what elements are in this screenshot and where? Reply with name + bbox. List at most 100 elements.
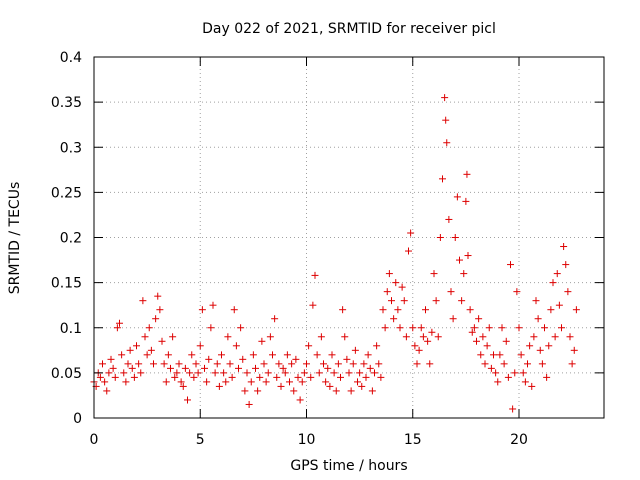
data-point [524,360,531,368]
data-point [156,306,164,314]
data-point [226,360,234,368]
data-point [441,94,449,102]
x-tick-label: 10 [298,432,316,448]
data-point [468,328,476,336]
data-point [541,324,548,332]
data-point [118,351,126,359]
data-point [498,324,506,332]
data-point [279,364,287,372]
data-point [407,229,415,237]
data-point [252,364,259,372]
data-point [99,360,106,368]
data-point [536,346,544,354]
data-point [351,346,359,354]
data-point [122,378,130,386]
data-point [496,351,504,359]
data-point [203,378,211,386]
data-point [150,360,157,368]
data-point [213,360,221,368]
data-point [356,369,364,377]
data-point [101,378,109,386]
data-point [167,364,174,372]
data-point [184,396,191,404]
data-point [283,351,291,359]
x-tick-label: 20 [510,432,528,448]
data-point [417,324,425,332]
data-point [364,351,372,359]
data-point [466,306,474,314]
data-point [388,297,395,305]
data-point [572,306,580,314]
data-point [507,261,514,269]
data-point [485,324,493,332]
chart-title: Day 022 of 2021, SRMTID for receiver pic… [202,21,496,37]
data-point [453,193,461,201]
axis-ticks: 0 0.05 0.1 0.15 0.2 0.25 0.3 0.35 0.4 0 5 10 15 20 [51,50,604,448]
data-point [320,360,327,368]
data-point [243,369,251,377]
data-point [447,288,455,296]
data-point [247,378,255,386]
data-point [487,364,495,372]
data-point [317,333,325,341]
x-axis-label: GPS time / hours [290,458,407,474]
data-point [458,297,466,305]
y-tick-label: 0.4 [60,50,82,66]
data-point [288,360,296,368]
data-point [164,351,172,359]
y-tick-label: 0.3 [60,140,82,156]
data-point [177,378,185,386]
data-point [147,346,155,354]
data-point [96,373,104,381]
data-point [405,247,412,255]
data-point [470,324,478,332]
data-point [215,382,223,390]
data-point [398,283,406,291]
data-point [218,351,225,359]
data-points [90,94,580,413]
data-point [194,369,202,377]
data-point [341,333,349,341]
data-point [392,279,400,287]
data-point [120,369,128,377]
data-point [428,328,436,336]
data-point [426,360,434,368]
data-point [394,306,402,314]
data-point [190,373,198,381]
data-point [343,355,351,363]
data-point [235,364,242,372]
data-point [511,369,519,377]
data-point [339,306,347,314]
data-point [198,306,206,314]
data-point [519,369,527,377]
data-point [237,324,245,332]
data-point [111,373,119,381]
data-point [551,333,559,341]
data-point [424,337,432,345]
data-point [245,400,253,408]
data-point [254,387,262,395]
data-point [368,387,376,395]
data-point [373,342,381,350]
data-point [400,297,408,305]
data-point [303,360,310,368]
data-point [116,319,123,327]
data-point [362,373,370,381]
data-point [292,355,300,363]
data-point [570,346,578,354]
data-point [207,324,215,332]
data-point [135,360,143,368]
data-point [479,333,487,341]
data-point [311,271,319,279]
data-point [449,315,457,323]
data-point [273,373,281,381]
data-point [186,369,194,377]
data-point [124,360,132,368]
data-point [264,369,272,377]
data-point [381,324,389,332]
data-point [442,116,450,124]
data-point [290,387,298,395]
data-point [566,333,574,341]
data-point [443,139,451,147]
y-tick-label: 0.25 [51,185,82,201]
